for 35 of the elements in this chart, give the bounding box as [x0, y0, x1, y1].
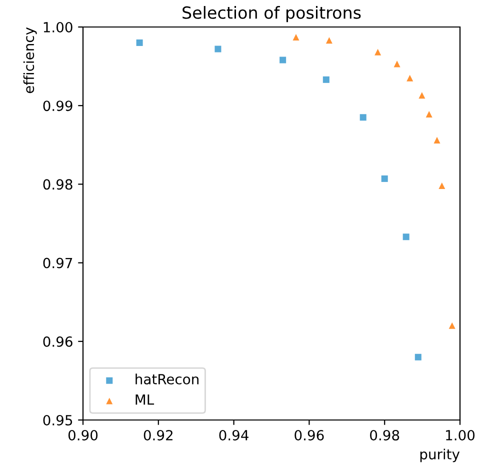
x-tick-label: 0.92 — [144, 430, 172, 440]
point — [322, 76, 330, 83]
point — [426, 110, 432, 118]
y-tick-label: 0.99 — [43, 100, 72, 112]
point — [438, 182, 446, 190]
y-tick-label: 0.97 — [43, 258, 72, 268]
y-tick-label: 0.96 — [43, 336, 72, 347]
x-tick-label: 0.90 — [68, 430, 98, 440]
point — [360, 114, 366, 121]
point — [402, 234, 410, 240]
x-tick-label: 0.96 — [294, 430, 324, 440]
point — [326, 37, 332, 44]
point — [406, 74, 414, 82]
legend-label: hatRecon — [136, 374, 198, 384]
y-tick-label: 0.95 — [43, 414, 72, 426]
point — [434, 136, 440, 144]
point — [381, 175, 388, 182]
point — [136, 39, 143, 46]
point — [292, 34, 300, 40]
y-axis-title: efficiency — [23, 27, 37, 94]
y-tick-label: 0.98 — [43, 179, 72, 190]
chart-title: Selection of positrons — [182, 6, 361, 22]
point — [394, 60, 400, 68]
point — [448, 322, 456, 329]
legend-label: ML — [136, 394, 154, 405]
point — [414, 354, 422, 360]
y-tick-label: 1.00 — [44, 22, 72, 32]
x-tick-label: 0.94 — [219, 430, 248, 440]
x-tick-label: 0.98 — [370, 430, 400, 440]
point — [280, 56, 286, 64]
x-axis-title: purity — [420, 448, 460, 462]
point — [374, 48, 382, 56]
point — [418, 92, 426, 99]
point — [214, 46, 222, 52]
x-tick-label: 1.00 — [446, 430, 475, 440]
